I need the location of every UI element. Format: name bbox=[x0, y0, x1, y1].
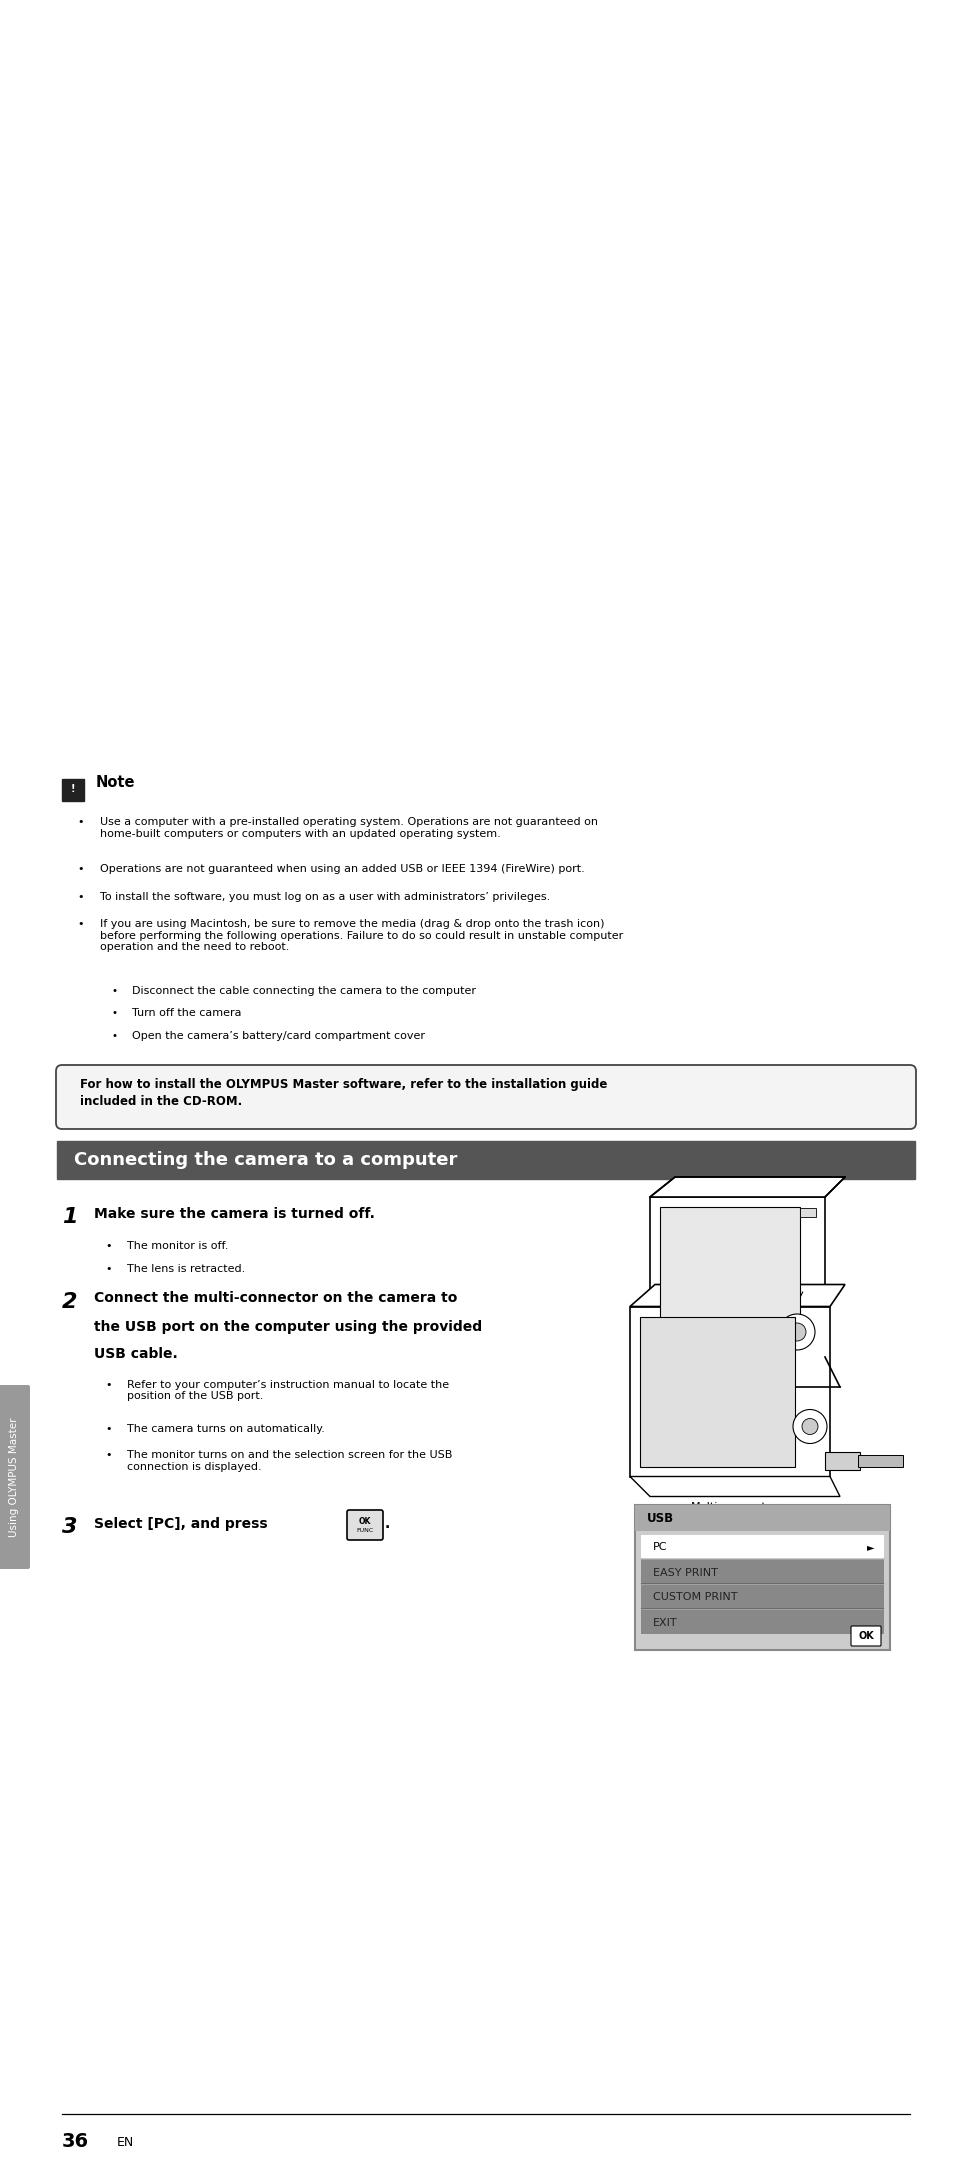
Text: Operations are not guaranteed when using an added USB or IEEE 1394 (FireWire) po: Operations are not guaranteed when using… bbox=[100, 864, 584, 873]
Bar bbox=[800, 1208, 815, 1216]
Text: •: • bbox=[77, 891, 84, 901]
Text: The camera turns on automatically.: The camera turns on automatically. bbox=[127, 1425, 325, 1434]
FancyBboxPatch shape bbox=[0, 1386, 30, 1568]
Text: EN: EN bbox=[117, 2135, 134, 2148]
Bar bbox=[635, 1505, 889, 1531]
Text: Select [PC], and press: Select [PC], and press bbox=[94, 1516, 268, 1531]
Text: .: . bbox=[385, 1516, 390, 1531]
Bar bbox=[857, 1455, 902, 1466]
Text: •: • bbox=[111, 1030, 117, 1040]
Polygon shape bbox=[649, 1197, 824, 1358]
Text: For how to install the OLYMPUS Master software, refer to the installation guide
: For how to install the OLYMPUS Master so… bbox=[80, 1077, 607, 1108]
Text: Multi-connector: Multi-connector bbox=[691, 1501, 778, 1512]
Text: SET▶: SET▶ bbox=[854, 1631, 879, 1642]
Text: •: • bbox=[106, 1264, 112, 1273]
Text: 3: 3 bbox=[62, 1516, 77, 1538]
Text: Connector cover: Connector cover bbox=[749, 1286, 841, 1297]
Text: OK: OK bbox=[358, 1516, 371, 1525]
Text: •: • bbox=[106, 1451, 112, 1460]
Bar bbox=[640, 1609, 883, 1633]
Text: USB cable.: USB cable. bbox=[94, 1347, 177, 1362]
Text: ►: ► bbox=[865, 1542, 873, 1553]
Polygon shape bbox=[629, 1284, 844, 1308]
Bar bbox=[640, 1536, 883, 1559]
Bar bbox=[659, 1208, 800, 1342]
Text: Make sure the camera is turned off.: Make sure the camera is turned off. bbox=[94, 1208, 375, 1221]
Text: •: • bbox=[106, 1379, 112, 1390]
Circle shape bbox=[779, 1314, 814, 1351]
Circle shape bbox=[792, 1410, 826, 1444]
Text: •: • bbox=[77, 919, 84, 930]
Polygon shape bbox=[629, 1308, 829, 1477]
Text: EASY PRINT: EASY PRINT bbox=[652, 1568, 717, 1577]
Text: Disconnect the cable connecting the camera to the computer: Disconnect the cable connecting the came… bbox=[132, 986, 476, 995]
Text: Open the camera’s battery/card compartment cover: Open the camera’s battery/card compartme… bbox=[132, 1030, 424, 1040]
Polygon shape bbox=[629, 1477, 840, 1497]
FancyBboxPatch shape bbox=[850, 1627, 880, 1646]
Text: •: • bbox=[77, 817, 84, 828]
Circle shape bbox=[787, 1323, 805, 1340]
Bar bbox=[639, 1316, 794, 1466]
Text: •: • bbox=[111, 986, 117, 995]
Text: CUSTOM PRINT: CUSTOM PRINT bbox=[652, 1592, 737, 1603]
Text: PC: PC bbox=[652, 1542, 667, 1553]
Text: Use a computer with a pre-installed operating system. Operations are not guarant: Use a computer with a pre-installed oper… bbox=[100, 817, 598, 838]
Text: •: • bbox=[77, 864, 84, 873]
Text: Refer to your computer’s instruction manual to locate the
position of the USB po: Refer to your computer’s instruction man… bbox=[127, 1379, 449, 1401]
Bar bbox=[640, 1586, 883, 1609]
Text: Using OLYMPUS Master: Using OLYMPUS Master bbox=[9, 1418, 19, 1538]
Text: The monitor is off.: The monitor is off. bbox=[127, 1240, 228, 1251]
Text: !: ! bbox=[71, 784, 75, 795]
Text: •: • bbox=[111, 1008, 117, 1019]
Text: Connecting the camera to a computer: Connecting the camera to a computer bbox=[74, 1151, 456, 1169]
Text: USB: USB bbox=[646, 1512, 674, 1525]
Text: If you are using Macintosh, be sure to remove the media (drag & drop onto the tr: If you are using Macintosh, be sure to r… bbox=[100, 919, 622, 951]
Text: 36: 36 bbox=[62, 2133, 89, 2150]
FancyBboxPatch shape bbox=[56, 1064, 915, 1129]
Bar bbox=[57, 1140, 914, 1179]
Text: The monitor turns on and the selection screen for the USB
connection is displaye: The monitor turns on and the selection s… bbox=[127, 1451, 452, 1473]
Text: Connect the multi-connector on the camera to: Connect the multi-connector on the camer… bbox=[94, 1292, 456, 1305]
Bar bbox=[640, 1559, 883, 1583]
Text: •: • bbox=[106, 1425, 112, 1434]
Text: To install the software, you must log on as a user with administrators’ privileg: To install the software, you must log on… bbox=[100, 891, 550, 901]
Text: the USB port on the computer using the provided: the USB port on the computer using the p… bbox=[94, 1321, 481, 1334]
Text: The lens is retracted.: The lens is retracted. bbox=[127, 1264, 245, 1273]
Bar bbox=[62, 780, 84, 801]
Circle shape bbox=[801, 1418, 817, 1434]
Text: •: • bbox=[106, 1240, 112, 1251]
Text: EXIT: EXIT bbox=[652, 1618, 677, 1627]
Bar bbox=[824, 1451, 859, 1470]
FancyBboxPatch shape bbox=[347, 1510, 382, 1540]
Bar bbox=[635, 1505, 889, 1651]
Text: FUNC: FUNC bbox=[356, 1529, 374, 1533]
Text: 1: 1 bbox=[62, 1208, 77, 1227]
Polygon shape bbox=[649, 1177, 844, 1197]
Text: Note: Note bbox=[96, 775, 135, 791]
Text: Turn off the camera: Turn off the camera bbox=[132, 1008, 241, 1019]
Text: 2: 2 bbox=[62, 1292, 77, 1312]
Text: OK: OK bbox=[858, 1631, 873, 1642]
Text: Monitor: Monitor bbox=[707, 1403, 752, 1416]
